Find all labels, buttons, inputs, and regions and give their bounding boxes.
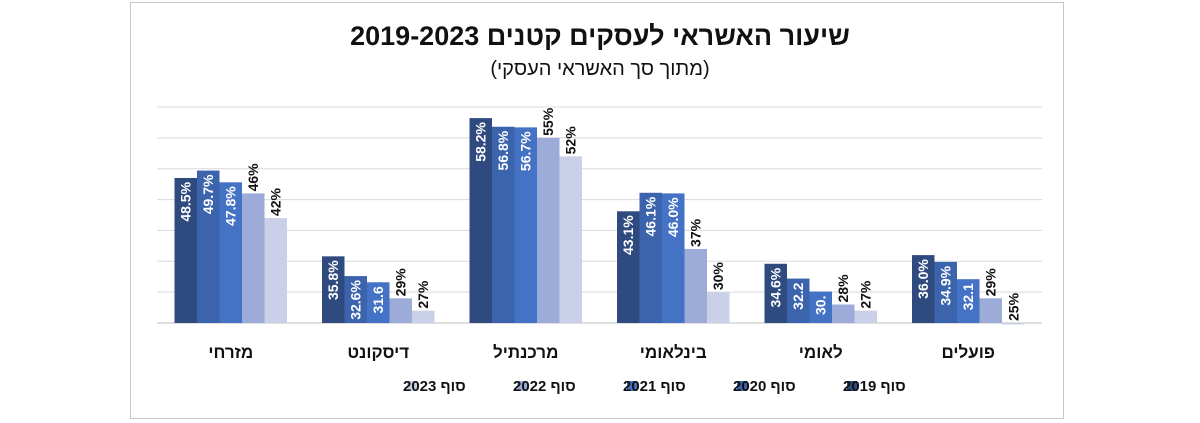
data-label: 56.7%: [518, 131, 534, 171]
data-label: 46.0%: [665, 197, 681, 237]
category-label: לאומי: [799, 343, 843, 362]
legend-swatch: [847, 381, 857, 391]
bar: [912, 255, 935, 323]
legend-swatch: [517, 381, 527, 391]
data-label: 36.0%: [915, 259, 931, 299]
bar: [242, 193, 265, 323]
legend-label: סוף 2021: [623, 378, 686, 395]
bar: [492, 126, 515, 324]
bar: [344, 276, 367, 323]
data-label: 29%: [393, 268, 409, 297]
data-labels: 48.5% 49.7% 47.8% 46% 42% 35.8% 32.6% 31.6 29% 27…: [178, 107, 1022, 321]
data-label: 32.6%: [348, 280, 364, 320]
bar: [1002, 323, 1025, 325]
data-label: 55%: [540, 107, 556, 136]
data-label: 28%: [835, 274, 851, 303]
bar: [367, 282, 390, 323]
data-label: 27%: [858, 280, 874, 309]
legend-label: סוף 2023: [403, 378, 466, 395]
data-label: 37%: [688, 218, 704, 247]
bar: [639, 192, 662, 323]
data-label: 58.2%: [473, 122, 489, 162]
bar: [469, 118, 492, 323]
chart-frame: [130, 2, 1064, 419]
legend-label: סוף 2019: [843, 378, 906, 395]
legend: סוף 2019 סוף 2020 סוף 2021 סוף 2022 סוף 2023: [403, 378, 906, 395]
category-label: דיסקונט: [347, 343, 409, 362]
bar: [197, 170, 220, 323]
data-label: 32.2: [790, 282, 806, 309]
data-label: 29%: [983, 268, 999, 297]
chart-subtitle: (מתוך סך האשראי העסקי): [490, 58, 709, 80]
bar: [979, 298, 1002, 323]
legend-label: סוף 2020: [733, 378, 796, 395]
legend-swatch: [627, 381, 637, 391]
category-label: מזרחי: [208, 343, 253, 362]
chart-title: שיעור האשראי לעסקים קטנים 2019-2023: [350, 21, 850, 51]
category-labels: מזרחי דיסקונט מרכנתיל בינלאומי לאומי פועלים: [208, 343, 995, 362]
legend-swatch: [407, 381, 417, 391]
data-label: 34.6%: [768, 267, 784, 307]
bar: [662, 193, 685, 323]
bar: [617, 211, 640, 323]
data-label: 25%: [1005, 292, 1021, 321]
data-label: 56.8%: [495, 130, 511, 170]
data-label: 30%: [710, 262, 726, 291]
category-label: בינלאומי: [640, 343, 707, 362]
bar: [264, 218, 287, 323]
bars: [174, 118, 1025, 325]
bar: [957, 279, 980, 323]
data-label: 30.: [813, 296, 829, 315]
bar: [809, 291, 832, 323]
data-label: 31.6: [370, 286, 386, 313]
bar: [559, 156, 582, 323]
data-label: 27%: [415, 280, 431, 309]
data-label: 48.5%: [178, 181, 194, 221]
data-label: 46.1%: [643, 196, 659, 236]
bar: [537, 137, 560, 323]
data-label: 47.8%: [223, 186, 239, 226]
bar: [514, 127, 537, 323]
bar: [854, 310, 877, 323]
bar: [219, 182, 242, 323]
legend-swatch: [737, 381, 747, 391]
data-label: 42%: [268, 188, 284, 217]
data-label: 34.9%: [938, 265, 954, 305]
bar: [764, 263, 787, 323]
bar: [684, 248, 707, 323]
bar: [832, 304, 855, 323]
bar: [412, 310, 435, 323]
legend-label: סוף 2022: [513, 378, 576, 395]
category-label: פועלים: [942, 343, 995, 362]
gridlines: [157, 106, 1042, 324]
bar: [787, 278, 810, 323]
bar: [389, 298, 412, 323]
bar: [174, 177, 197, 323]
data-label: 43.1%: [620, 215, 636, 255]
data-label: 46%: [245, 163, 261, 192]
data-label: 52%: [563, 126, 579, 155]
data-label: 35.8%: [325, 260, 341, 300]
bar: [934, 261, 957, 323]
bar: [707, 292, 730, 323]
category-label: מרכנתיל: [493, 343, 558, 362]
bar: [322, 256, 345, 323]
data-label: 32.1: [960, 283, 976, 310]
data-label: 49.7%: [200, 174, 216, 214]
